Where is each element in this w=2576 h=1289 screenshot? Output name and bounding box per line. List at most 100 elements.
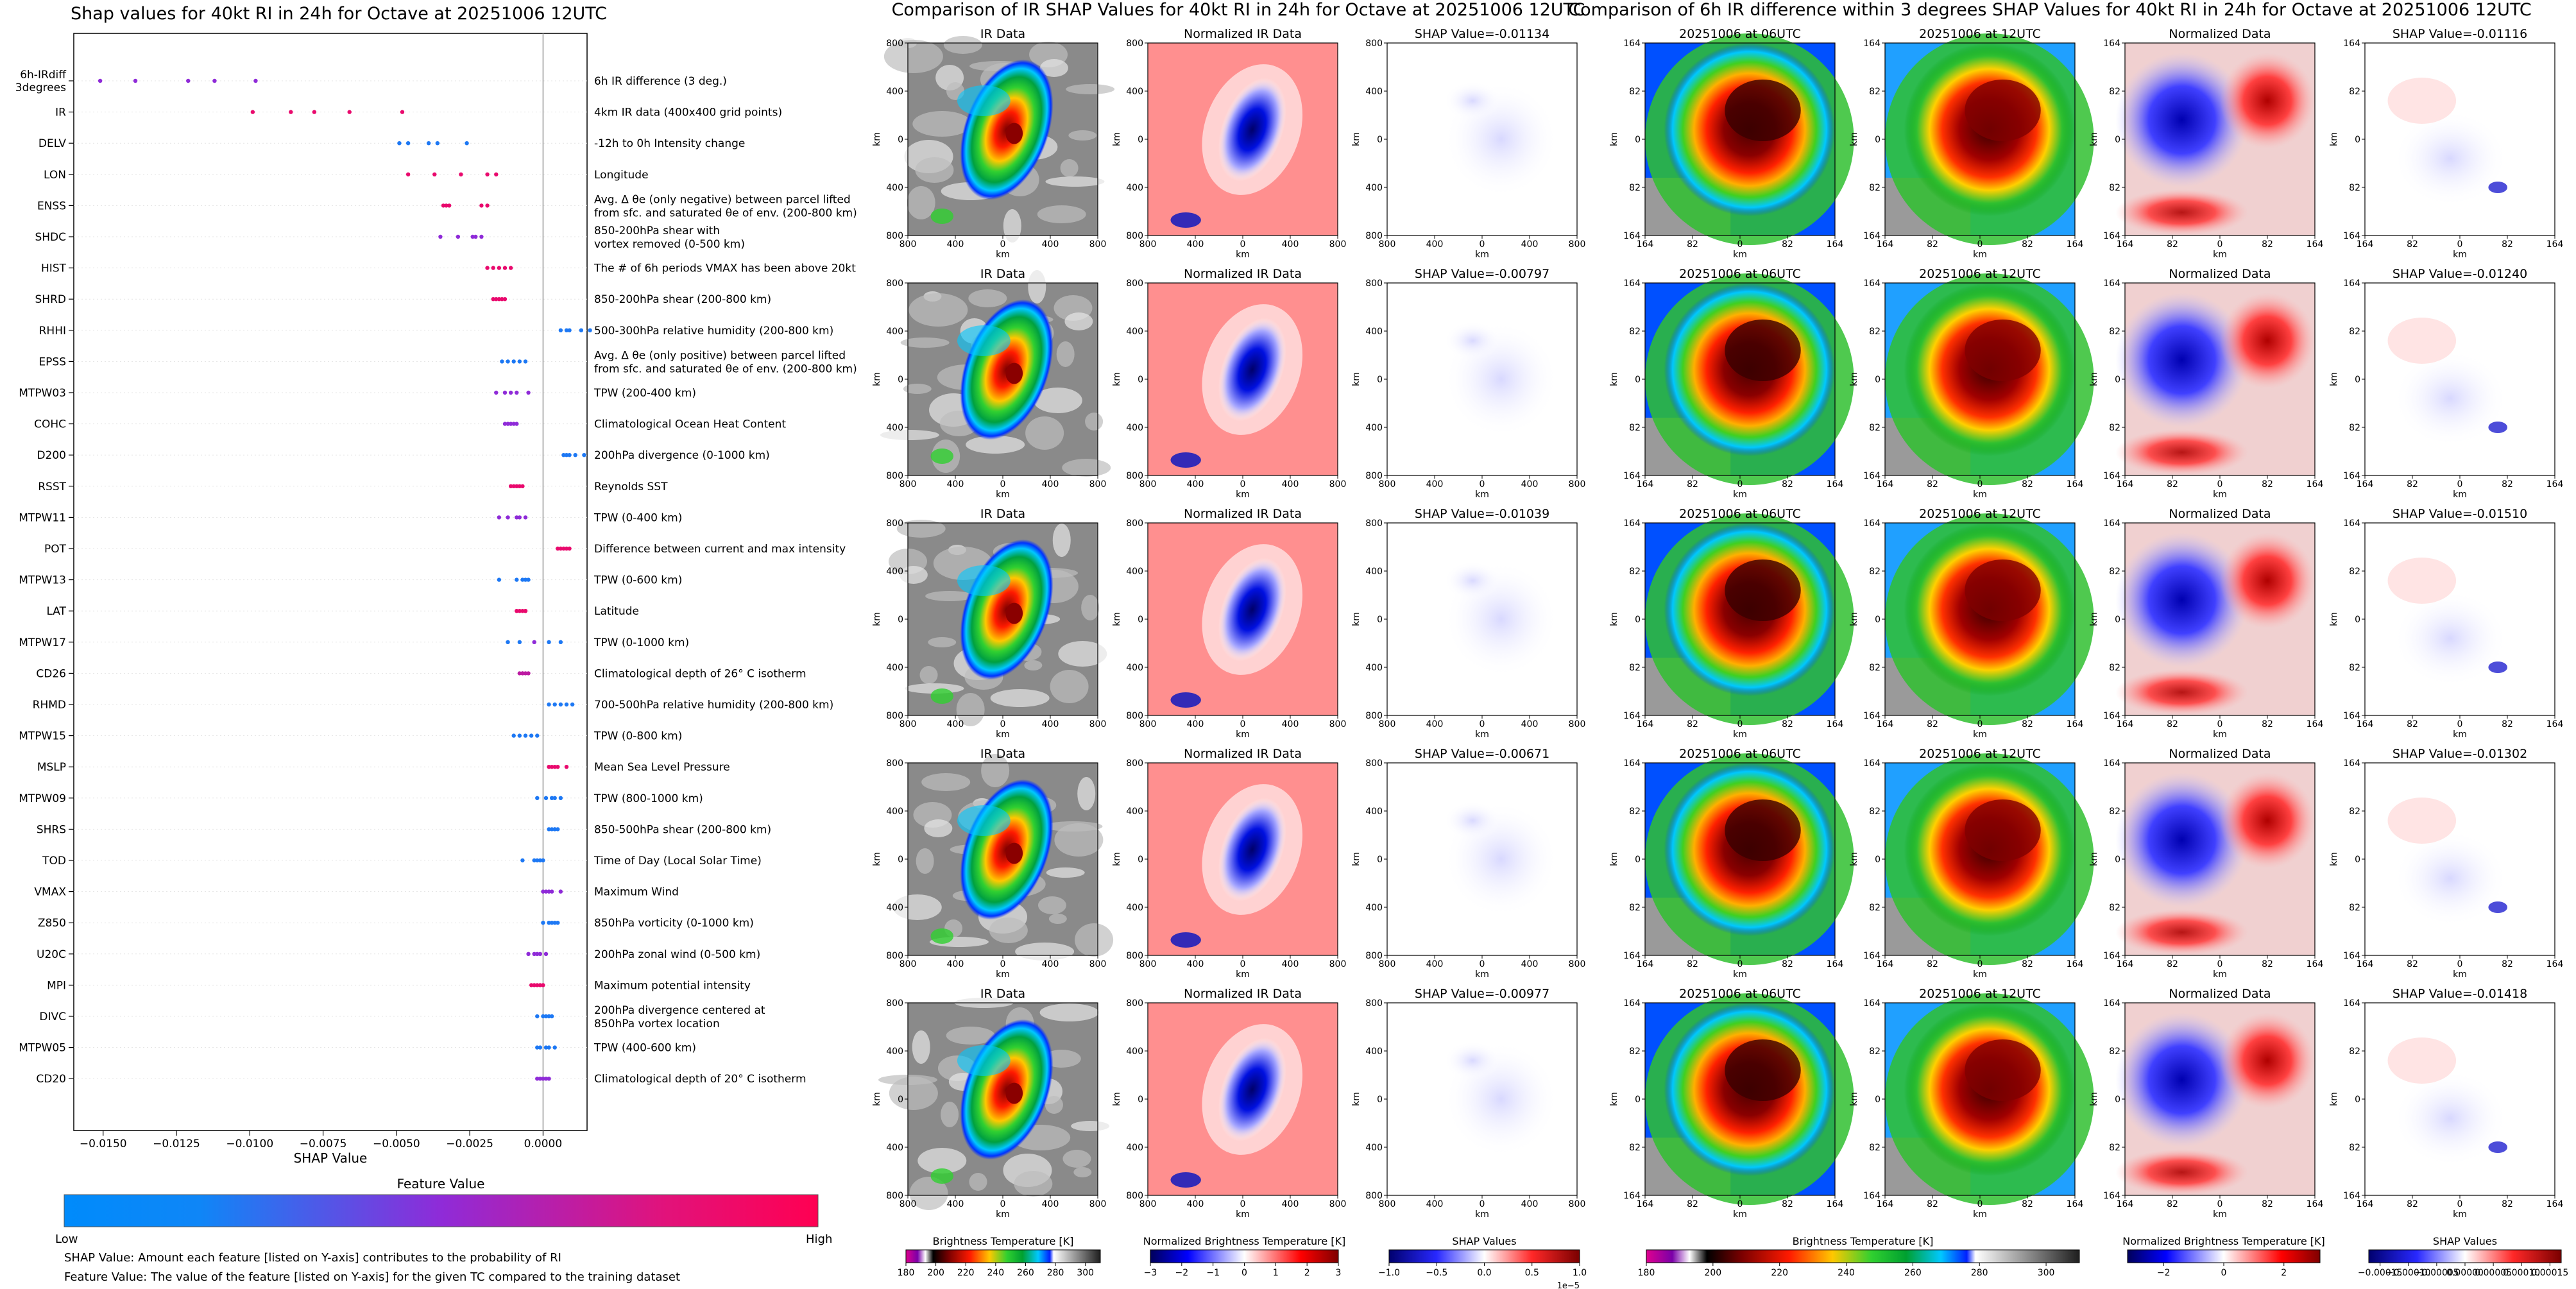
shap-point <box>497 577 502 582</box>
colorbar-tick-label: 300 <box>1077 1268 1094 1278</box>
subplot-title: SHAP Value=-0.01039 <box>1415 507 1549 521</box>
shap-point <box>547 827 551 832</box>
heatmap-subplot: Normalized IR Data8008004004000040040080… <box>1112 507 1346 740</box>
shap-point <box>532 858 536 863</box>
y-tick-label: 164 <box>1863 518 1881 529</box>
shap-point <box>506 359 510 364</box>
y-tick-label: 400 <box>886 567 903 577</box>
y-tick-label: 400 <box>1126 1143 1143 1153</box>
shap-point <box>547 765 551 769</box>
shap-point <box>494 390 499 395</box>
x-axis-label: km <box>1973 1209 1987 1220</box>
y-tick-label: 82 <box>1869 183 1881 193</box>
y-tick-label: 82 <box>2349 1046 2360 1057</box>
y-tick-label: 800 <box>1126 471 1143 481</box>
x-tick-label: 164 <box>2546 479 2564 490</box>
x-tick-label: 82 <box>1927 239 1938 250</box>
shap-point <box>502 297 508 302</box>
x-tick-label: 0 <box>1000 479 1006 490</box>
x-tick-label: 400 <box>1282 239 1299 250</box>
subplot-title: 20251006 at 06UTC <box>1679 267 1801 281</box>
x-tick-label: 164 <box>2307 959 2324 969</box>
ir-diff-comparison-title: Comparison of 6h IR difference within 3 … <box>1568 0 2531 20</box>
subplot-title: Normalized Data <box>2169 27 2271 41</box>
x-tick-label: 800 <box>1089 959 1107 969</box>
y-tick-label: 82 <box>2109 807 2120 817</box>
y-tick-label: 800 <box>886 998 903 1009</box>
shap-point <box>538 952 543 957</box>
feature-description: Reynolds SST <box>594 481 668 493</box>
feature-name-label: ENSS <box>37 200 66 212</box>
x-tick-label: 0 <box>2457 959 2463 969</box>
x-tick-label: 800 <box>1569 1199 1586 1209</box>
shap-point <box>473 234 478 239</box>
colorbar <box>905 1249 1101 1263</box>
x-tick-label: 800 <box>1379 239 1396 250</box>
shap-point <box>535 796 540 801</box>
x-tick-label: 82 <box>1927 719 1938 730</box>
x-tick-label: 164 <box>1877 959 1894 969</box>
y-tick-label: 400 <box>1365 423 1383 433</box>
colorbar-tick-label: 0.00015 <box>2531 1268 2568 1278</box>
heatmap-subplot: 20251006 at 06UTC1641648282008282164164k… <box>1609 507 1854 740</box>
subplot-title: 20251006 at 06UTC <box>1679 507 1801 521</box>
y-tick-label: 82 <box>2109 87 2120 97</box>
shap-point <box>526 577 531 582</box>
y-tick-label: 0 <box>1875 135 1881 145</box>
shap-point <box>523 609 528 613</box>
shap-point <box>515 390 519 395</box>
shap-point <box>506 515 510 520</box>
x-tick-label: 164 <box>1827 959 1844 969</box>
x-tick-label: 800 <box>1569 239 1586 250</box>
y-tick-label: 164 <box>1623 1191 1641 1201</box>
y-tick-label: 400 <box>1126 327 1143 337</box>
y-tick-label: 400 <box>886 807 903 817</box>
shap-point <box>547 702 551 707</box>
x-axis-label: km <box>996 969 1010 980</box>
y-axis-label: km <box>1609 852 1619 866</box>
colorbar-label: Normalized Brightness Temperature [K] <box>2122 1235 2325 1247</box>
feature-description: Climatological depth of 26° C isotherm <box>594 667 806 680</box>
shap-point <box>500 359 504 364</box>
y-tick-label: 164 <box>2103 951 2120 961</box>
x-tick-label: 164 <box>2357 239 2374 250</box>
y-tick-label: 0 <box>2355 615 2360 625</box>
x-tick-label: 164 <box>1637 479 1654 490</box>
y-axis-label: km <box>1351 852 1361 866</box>
shap-point <box>497 297 502 302</box>
shap-point <box>508 422 513 426</box>
x-axis-label: km <box>1236 969 1250 980</box>
feature-name-label: SHDC <box>35 231 66 244</box>
colorbar-label: Normalized Brightness Temperature [K] <box>1143 1235 1346 1247</box>
colorbar <box>1646 1249 2080 1263</box>
y-axis-label: km <box>872 1092 882 1106</box>
shap-point <box>432 172 437 176</box>
y-tick-label: 82 <box>1869 1143 1881 1153</box>
y-tick-label: 400 <box>1126 87 1143 97</box>
y-tick-label: 800 <box>886 518 903 529</box>
y-tick-label: 0 <box>1138 135 1143 145</box>
colorbar-tick-label: 1.0 <box>1573 1268 1587 1278</box>
feature-name-label: MTPW13 <box>19 574 66 587</box>
x-tick-label: 400 <box>947 959 964 969</box>
subplot-title: IR Data <box>980 267 1025 281</box>
y-axis-label: km <box>2089 612 2099 626</box>
feature-description: Difference between current and max inten… <box>594 543 846 556</box>
subplot-title: Normalized Data <box>2169 987 2271 1001</box>
shap-point <box>441 203 446 208</box>
y-tick-label: 0 <box>2115 375 2120 385</box>
shap-point <box>552 1045 557 1050</box>
y-tick-label: 800 <box>886 278 903 289</box>
y-tick-label: 164 <box>2343 278 2360 289</box>
heatmap-subplot: 20251006 at 12UTC1641648282008282164164k… <box>1849 747 2094 980</box>
colorbar-tick-label: 220 <box>1771 1268 1788 1278</box>
shap-point <box>447 203 452 208</box>
x-tick-label: 400 <box>1042 479 1059 490</box>
x-axis-label: km <box>996 490 1010 500</box>
x-tick-label: 164 <box>2546 959 2564 969</box>
y-tick-label: 82 <box>1869 903 1881 913</box>
x-tick-label: 164 <box>1827 479 1844 490</box>
x-tick-label: 164 <box>1827 1199 1844 1209</box>
feature-description: -12h to 0h Intensity change <box>594 137 745 150</box>
